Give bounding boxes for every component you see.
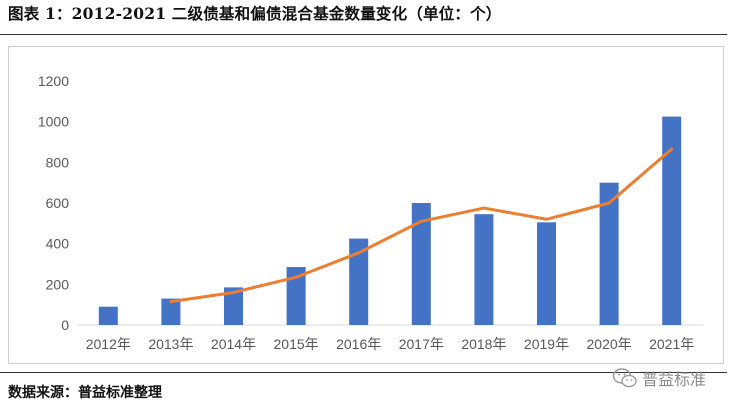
x-tick-label: 2018年	[461, 336, 506, 352]
bar	[411, 203, 431, 325]
source-note: 数据来源：普益标准整理	[8, 385, 162, 401]
bar	[599, 182, 619, 325]
y-tick-label: 600	[46, 195, 70, 211]
bar	[98, 306, 118, 325]
x-tick-label: 2012年	[86, 336, 131, 352]
chart-panel: 0 200 400 600 800 1000 1200 2012年 2013年 2014年 2015…	[8, 46, 724, 364]
bar	[474, 214, 494, 325]
watermark-text: 普益标准	[642, 370, 707, 389]
bar	[662, 116, 682, 325]
line-series	[169, 147, 674, 304]
x-tick-label: 2019年	[524, 336, 569, 352]
y-tick-label: 1000	[38, 114, 69, 130]
x-tick-label: 2016年	[336, 336, 381, 352]
x-tick-label: 2020年	[587, 336, 632, 352]
x-tick-label: 2017年	[399, 336, 444, 352]
bar	[286, 267, 306, 325]
top-divider	[0, 34, 727, 35]
bar	[537, 222, 556, 325]
y-tick-label: 1200	[38, 73, 69, 89]
bottom-divider	[0, 372, 727, 373]
chart-title: 图表 1：2012-2021 二级债基和偏债混合基金数量变化（单位：个）	[8, 4, 502, 23]
chart-svg: 0 200 400 600 800 1000 1200 2012年 2013年 2014年 2015…	[38, 73, 703, 352]
x-tick-label: 2015年	[274, 336, 319, 352]
x-tick-label: 2013年	[148, 336, 193, 352]
y-tick-label: 400	[46, 236, 70, 252]
bar	[224, 287, 243, 325]
x-tick-label: 2021年	[649, 336, 694, 352]
y-tick-label: 0	[61, 317, 69, 333]
x-tick-label: 2014年	[211, 336, 256, 352]
bar	[161, 298, 181, 325]
y-tick-label: 200	[46, 276, 70, 292]
watermark: 普益标准	[612, 366, 706, 390]
y-tick-label: 800	[46, 154, 70, 170]
bar	[349, 238, 369, 325]
wechat-icon	[612, 368, 637, 388]
